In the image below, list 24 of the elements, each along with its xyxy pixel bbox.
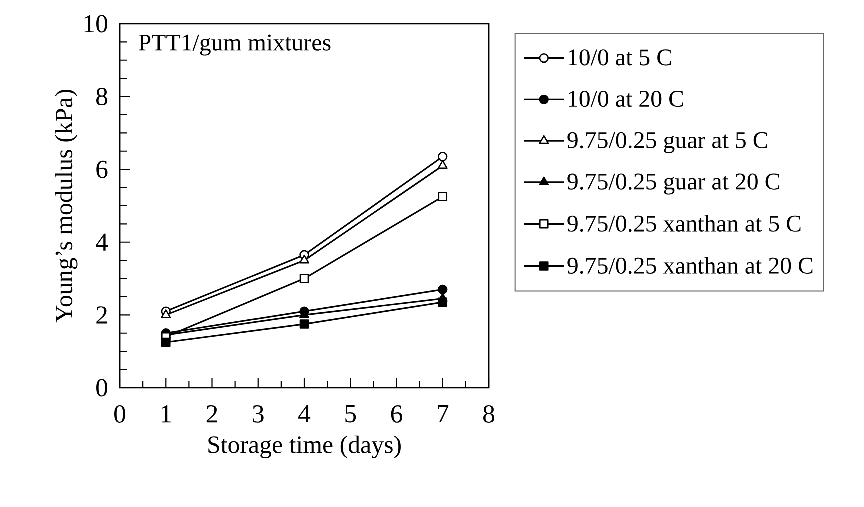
annotation: PTT1/gum mixtures — [138, 34, 331, 56]
y-tick-label: 8 — [96, 88, 108, 106]
y-tick-label: 6 — [96, 160, 108, 178]
y-tick-label: 10 — [84, 15, 108, 33]
legend-label: 9.75/0.25 xanthan at 5 C — [568, 215, 801, 232]
x-tick-label: 5 — [346, 406, 356, 423]
x-tick-label: 6 — [391, 406, 402, 423]
y-tick-label: 0 — [96, 379, 108, 397]
x-tick-label: 8 — [484, 406, 494, 423]
legend-label: 9.75/0.25 guar at 5 C — [568, 132, 768, 154]
x-tick-label: 0 — [114, 406, 126, 423]
legend-label: 9.75/0.25 guar at 20 C — [568, 174, 780, 195]
x-tick-label: 4 — [298, 406, 311, 423]
legend-label: 10/0 at 5 C — [569, 50, 672, 66]
y-tick-label: 4 — [96, 234, 108, 251]
x-tick-label: 2 — [206, 406, 218, 423]
x-tick-label: 7 — [438, 406, 449, 422]
y-axis-title: Young’s modulus (kPa) — [55, 90, 78, 323]
y-tick-label: 2 — [96, 306, 108, 324]
x-axis-title: Storage time (days) — [208, 436, 401, 458]
x-tick-label: 1 — [162, 405, 172, 423]
legend-label: 9.75/0.25 xanthan at 20 C — [568, 257, 813, 274]
legend-label: 10/0 at 20 C — [569, 90, 684, 108]
x-tick-label: 3 — [253, 406, 264, 423]
